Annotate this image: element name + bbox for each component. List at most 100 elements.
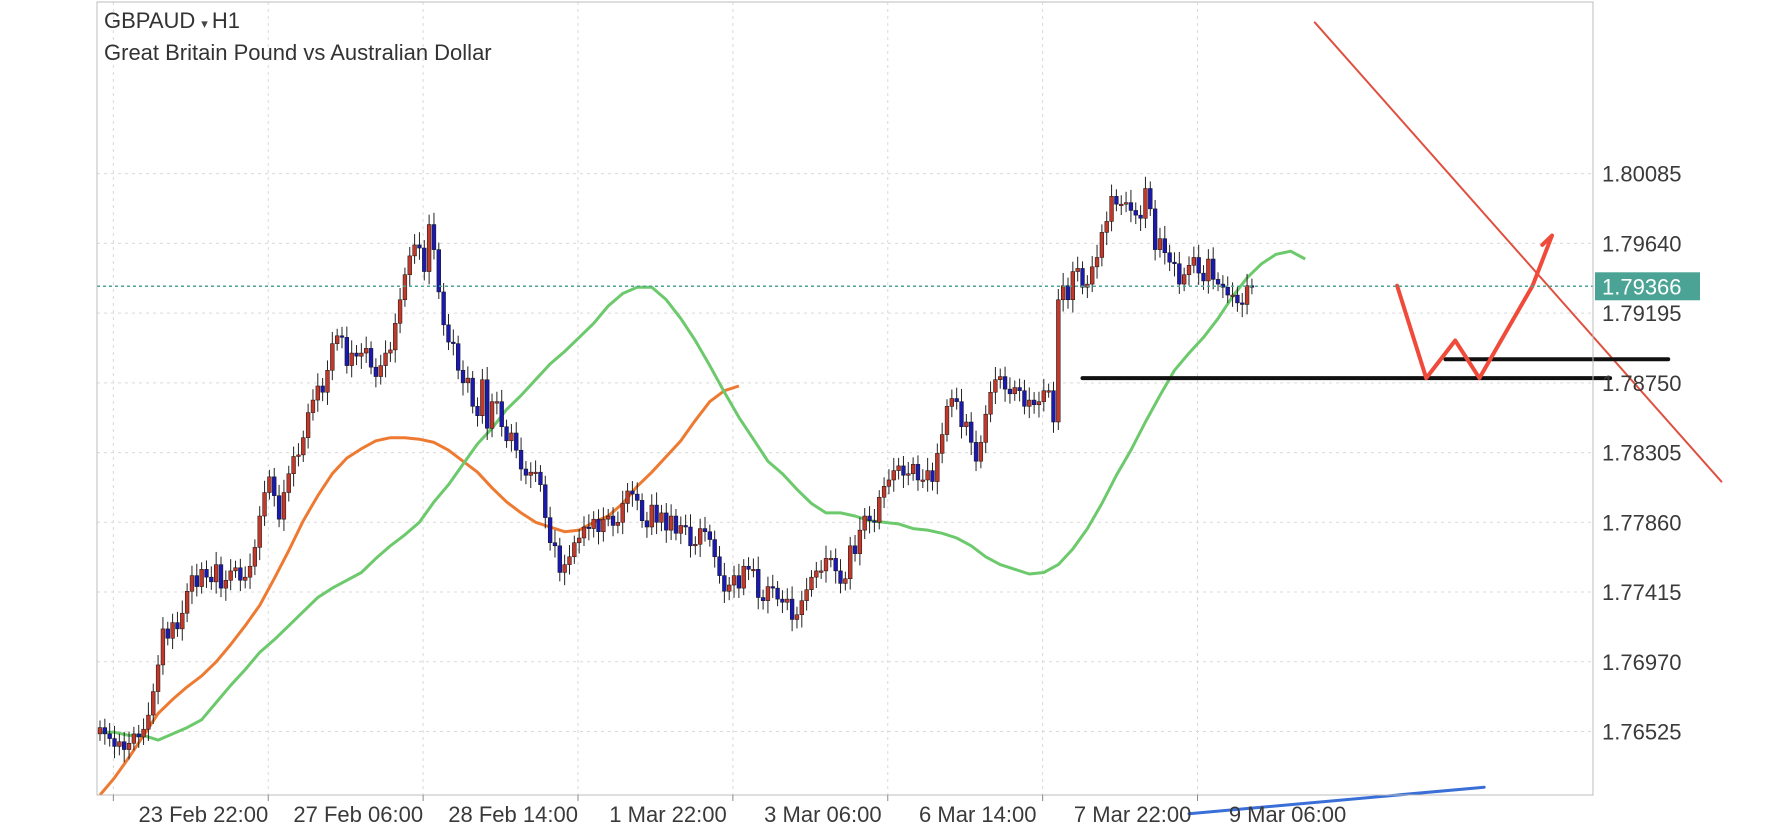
descending-trendline[interactable]	[1313, 21, 1723, 483]
candle	[1240, 293, 1245, 318]
candle-body	[402, 274, 408, 301]
candle-body	[635, 493, 640, 501]
candle-body	[204, 569, 209, 578]
candle-body	[615, 522, 621, 526]
candle-body	[146, 714, 151, 730]
candle-body	[170, 622, 175, 639]
current-price-badge	[1595, 272, 1700, 301]
candle	[1094, 244, 1100, 279]
candle-body	[296, 454, 301, 457]
candle	[446, 314, 451, 351]
candle	[456, 335, 461, 380]
candle-body	[1007, 388, 1013, 395]
candle-body	[877, 496, 882, 523]
candle	[1070, 261, 1075, 313]
candle	[1215, 272, 1221, 292]
candle	[799, 590, 804, 628]
candle	[712, 530, 717, 568]
candle	[112, 725, 117, 759]
candle-body	[809, 576, 814, 590]
candle-body	[451, 341, 456, 344]
candle	[964, 414, 969, 436]
candle-body	[228, 570, 233, 581]
candle	[538, 465, 543, 492]
candle	[547, 506, 553, 551]
candle-body	[155, 664, 161, 692]
candle	[136, 724, 141, 748]
candle-body	[257, 515, 262, 548]
candle-body	[470, 377, 475, 407]
candle	[756, 556, 761, 610]
candle	[567, 545, 572, 575]
candle	[925, 457, 930, 492]
symbol-name[interactable]: GBPAUD	[104, 8, 196, 33]
blue-trend-segment[interactable]	[1187, 785, 1486, 816]
candle-body	[1172, 261, 1177, 264]
candle	[412, 234, 417, 264]
symbol-row[interactable]: GBPAUD ▾ H1	[104, 7, 492, 38]
candle	[330, 331, 335, 381]
candle	[465, 366, 470, 393]
candle	[359, 343, 364, 369]
price-tick-label: 1.79195	[1602, 301, 1682, 326]
candle	[1012, 380, 1017, 401]
candle	[315, 373, 320, 412]
candle-body	[848, 545, 853, 579]
candle	[378, 354, 383, 385]
candle-body	[562, 564, 567, 573]
candle-body	[1065, 285, 1071, 301]
candle-body	[789, 598, 795, 620]
candle-body	[1051, 390, 1056, 423]
candle	[1225, 276, 1230, 304]
candle-body	[944, 406, 950, 435]
candle-body	[305, 412, 311, 438]
candle	[1056, 288, 1061, 431]
candle-body	[751, 569, 756, 572]
candle-body	[102, 727, 107, 735]
candle-body	[509, 432, 514, 442]
candle	[969, 412, 974, 456]
candle-body	[1031, 399, 1037, 406]
candle	[485, 366, 490, 441]
candle	[165, 621, 170, 646]
dropdown-arrow-icon[interactable]: ▾	[201, 16, 208, 31]
current-price-label: 1.79366	[1602, 274, 1682, 299]
candle-body	[727, 584, 732, 592]
time-tick-label: 7 Mar 22:00	[1074, 802, 1191, 827]
candle-body	[1046, 390, 1051, 393]
candle-body	[180, 612, 185, 630]
candle	[625, 482, 630, 513]
candle-body	[804, 589, 809, 601]
candle	[1244, 273, 1250, 315]
timeframe-label[interactable]: H1	[211, 8, 240, 33]
candle	[765, 576, 771, 614]
candle-body	[131, 733, 137, 744]
candle-body	[184, 591, 190, 614]
candle	[577, 529, 582, 554]
candle	[1157, 227, 1163, 258]
candle-body	[1022, 390, 1027, 407]
candle-body	[688, 526, 693, 547]
candle-body	[407, 255, 412, 275]
candle	[475, 397, 480, 427]
candle-body	[610, 515, 616, 526]
candle	[823, 545, 829, 583]
candle	[886, 469, 892, 495]
candle-body	[954, 398, 959, 402]
candle-body	[373, 366, 379, 377]
candle	[281, 479, 287, 531]
candle	[543, 475, 548, 529]
candle	[1133, 202, 1138, 225]
candle-body	[1061, 285, 1066, 301]
candle-body	[315, 385, 320, 401]
drawn-projection-arrow[interactable]	[1395, 233, 1554, 381]
candle-body	[978, 442, 984, 462]
candle	[1138, 205, 1143, 231]
candle-body	[780, 598, 785, 603]
candle	[180, 600, 185, 641]
candle-body	[547, 517, 553, 543]
candle-body	[1211, 258, 1216, 280]
candle	[833, 548, 838, 584]
candle	[741, 559, 746, 596]
